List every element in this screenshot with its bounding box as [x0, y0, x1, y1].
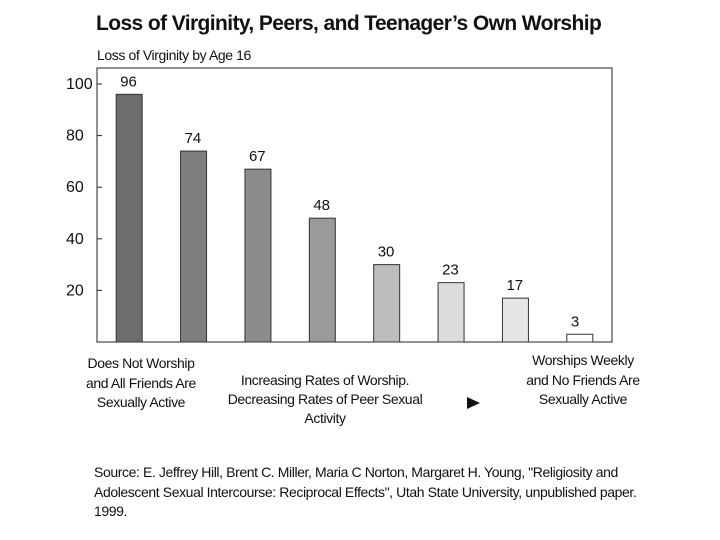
chart-title: Loss of Virginity, Peers, and Teenager’s…: [96, 12, 602, 35]
category-label-right: Worships Weekly and No Friends Are Sexua…: [526, 352, 640, 407]
bar-value-label: 48: [313, 197, 330, 214]
bar-value-label: 74: [185, 130, 202, 147]
category-label-left: Does Not Worship and All Friends Are Sex…: [86, 355, 196, 410]
bar-value-label: 96: [120, 73, 137, 90]
y-tick-label: 20: [66, 282, 84, 299]
y-tick-label: 100: [66, 76, 93, 93]
y-tick-label: 60: [66, 179, 84, 196]
bar-value-label: 3: [571, 313, 579, 330]
bar: [501, 297, 529, 343]
bar: [308, 217, 336, 343]
bar: [115, 93, 143, 343]
y-tick-label: 40: [66, 231, 84, 248]
plot-frame: [96, 67, 613, 343]
bar-value-label: 23: [442, 262, 459, 279]
right-triangle-arrow-icon: [467, 397, 480, 409]
y-tick-label: 80: [66, 128, 84, 145]
bar-value-label: 67: [249, 148, 266, 165]
chart-subtitle: Loss of Virginity by Age 16: [97, 47, 251, 63]
bar: [180, 150, 208, 343]
bar: [437, 282, 465, 343]
bar-value-label: 30: [378, 244, 395, 261]
bar: [566, 333, 594, 343]
bar-value-label: 17: [506, 277, 523, 294]
category-label-middle: Increasing Rates of Worship. Decreasing …: [227, 372, 423, 426]
bar: [244, 168, 272, 343]
source-citation: Source: E. Jeffrey Hill, Brent C. Miller…: [94, 464, 637, 519]
bar: [373, 264, 401, 343]
